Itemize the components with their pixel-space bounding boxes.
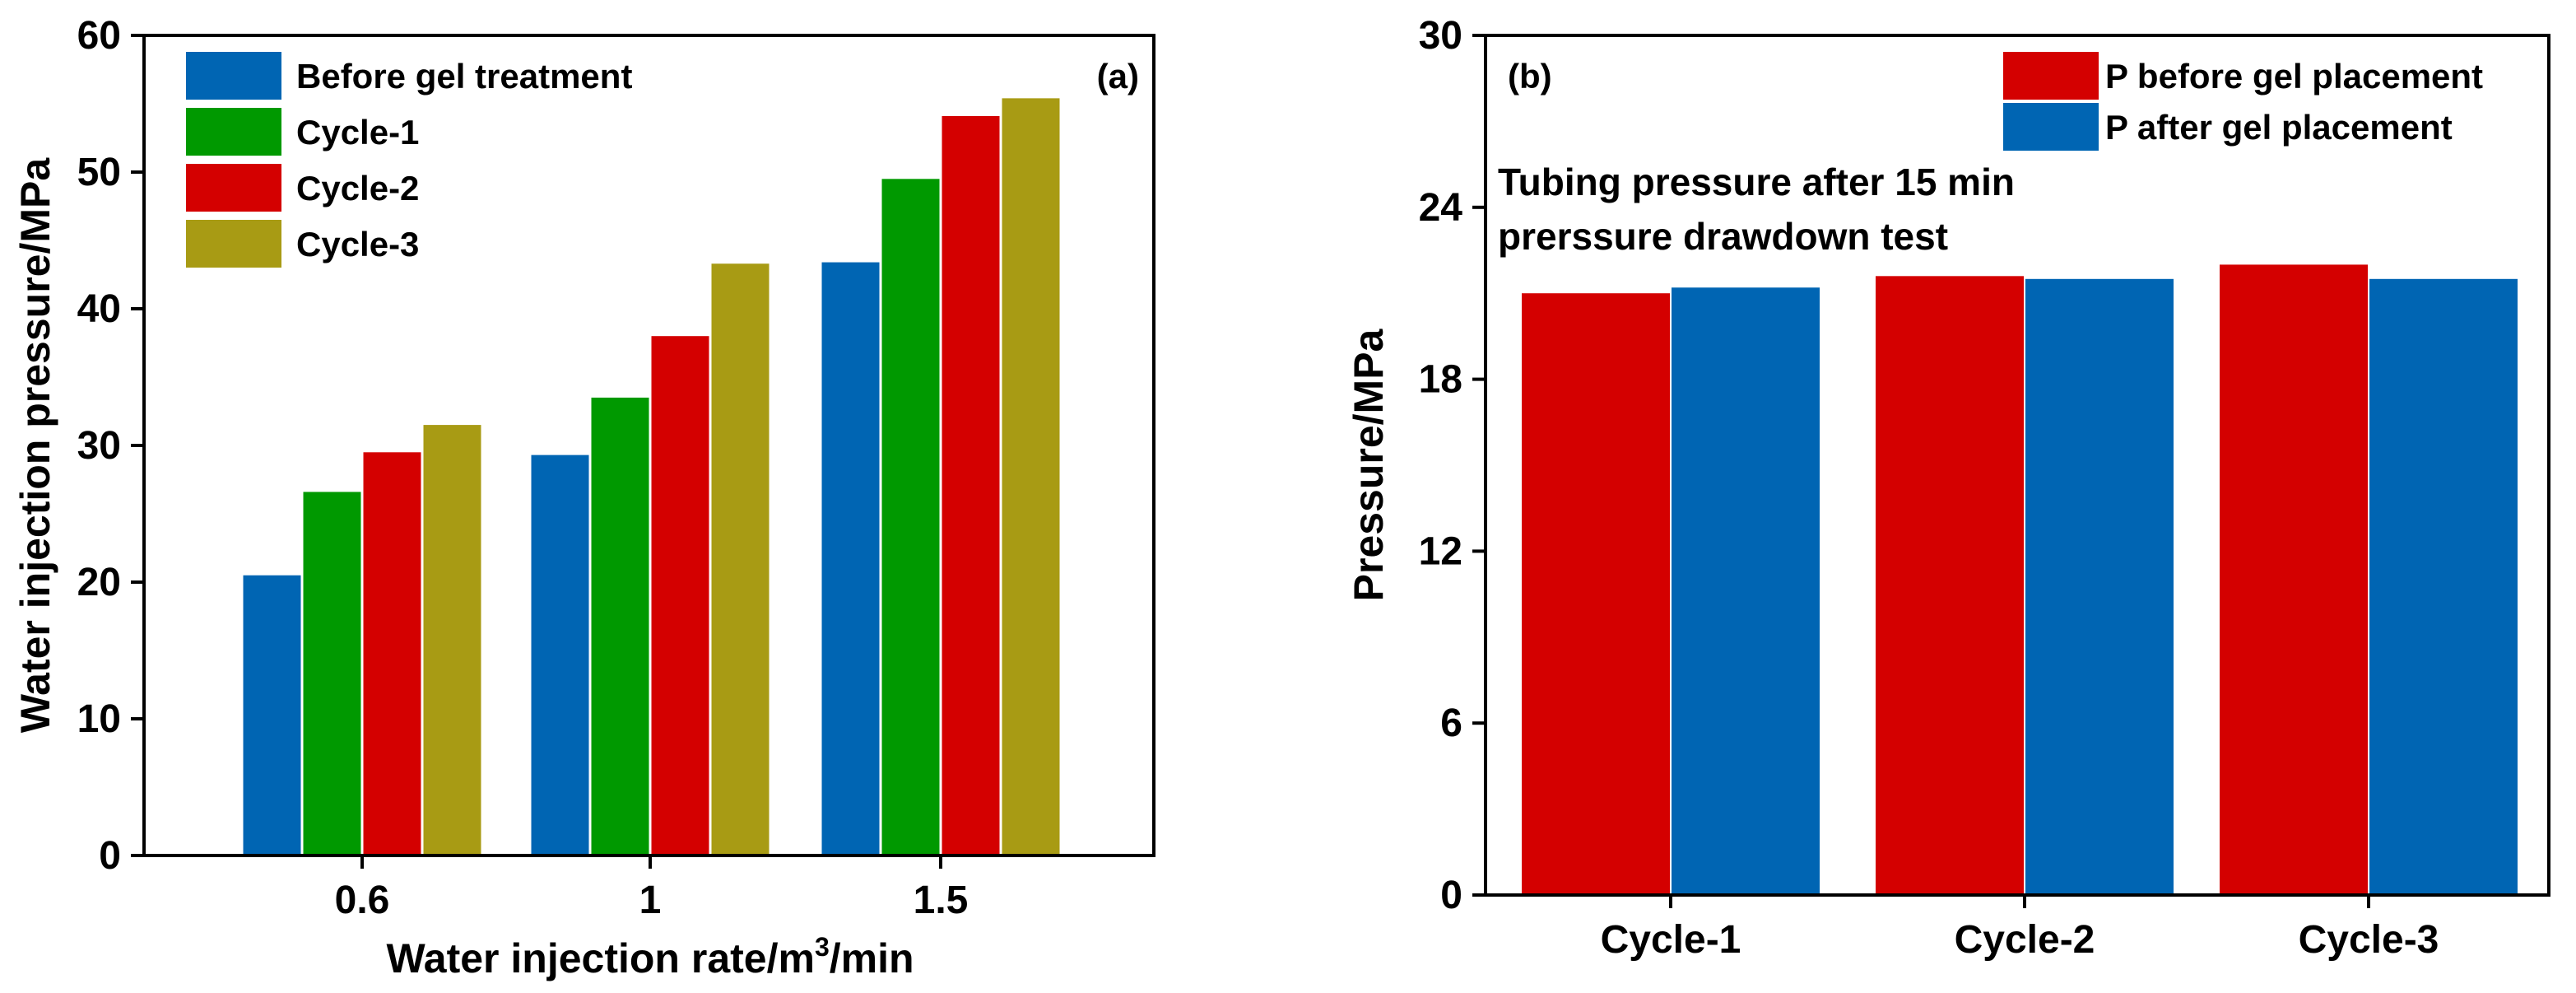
x-tick-label-b-1: Cycle-2	[1955, 918, 2095, 962]
bar-a-4-1	[423, 425, 481, 855]
y-tick-label-a-4: 40	[77, 287, 121, 331]
bar-a-1-1	[243, 575, 301, 855]
bar-a-3-3	[942, 115, 1000, 855]
bar-b-2-1	[1672, 287, 1820, 895]
y-tick-label-a-3: 30	[77, 424, 121, 468]
panel-b-annotation-line-1: Tubing pressure after 15 min	[1498, 161, 2015, 203]
bar-a-3-1	[363, 452, 421, 855]
legend-swatch-a-2	[186, 108, 281, 156]
x-tick-label-b-0: Cycle-1	[1601, 918, 1741, 962]
panel-b-annotation-line-2: prerssure drawdown test	[1498, 215, 1948, 258]
y-tick-label-b-1: 6	[1440, 702, 1462, 745]
y-tick-label-a-5: 50	[77, 151, 121, 194]
legend-label-a-3: Cycle-2	[296, 169, 419, 207]
bar-b-1-3	[2220, 264, 2368, 895]
bar-b-2-3	[2369, 278, 2518, 895]
panel-a-bars	[243, 98, 1060, 856]
panel-a-tag: (a)	[1097, 57, 1139, 96]
bar-a-1-3	[821, 262, 880, 855]
y-tick-label-a-6: 60	[77, 14, 121, 58]
panel-a-y-axis-label: Water injection pressure/MPa	[12, 157, 58, 734]
legend-swatch-a-3	[186, 164, 281, 212]
panel-a-x-axis: 0.6 1 1.5	[335, 855, 969, 922]
panel-a-legend: Before gel treatment Cycle-1 Cycle-2 Cycle-…	[186, 52, 632, 268]
y-tick-label-b-3: 18	[1419, 358, 1462, 402]
x-tick-label-a-1: 1	[639, 879, 662, 922]
legend-swatch-b-1	[2003, 52, 2099, 100]
panel-b-bars	[1522, 264, 2518, 895]
x-label-main: Water injection rate/m	[386, 935, 814, 981]
y-tick-label-a-0: 0	[99, 834, 121, 878]
y-tick-label-b-4: 24	[1419, 186, 1463, 230]
bar-b-2-2	[2025, 278, 2174, 895]
x-tick-label-b-2: Cycle-3	[2299, 918, 2439, 962]
legend-swatch-b-2	[2003, 103, 2099, 151]
bar-a-4-2	[711, 263, 770, 856]
bar-b-1-2	[1876, 276, 2024, 895]
legend-label-a-2: Cycle-1	[296, 113, 419, 152]
chart-panel-b: 0 6 12 18 24 30 Cycle-1 Cycle-2 Cycle-3 P befor…	[1346, 14, 2550, 962]
legend-swatch-a-4	[186, 220, 281, 268]
y-tick-label-b-5: 30	[1419, 14, 1462, 58]
y-tick-label-a-1: 10	[77, 697, 121, 741]
y-tick-label-a-2: 20	[77, 561, 121, 604]
bar-a-1-2	[531, 455, 589, 855]
panel-b-y-axis: 0 6 12 18 24 30	[1419, 14, 1486, 917]
bar-a-4-3	[1002, 98, 1060, 856]
legend-label-a-4: Cycle-3	[296, 225, 419, 263]
legend-label-b-2: P after gel placement	[2105, 108, 2453, 147]
y-tick-label-b-0: 0	[1440, 874, 1462, 917]
panel-a-x-axis-label: Water injection rate/m3/min	[386, 932, 914, 981]
legend-label-a-1: Before gel treatment	[296, 57, 632, 96]
x-tick-label-a-0: 0.6	[335, 879, 390, 922]
panel-b-tag: (b)	[1508, 57, 1552, 96]
panel-b-legend: P before gel placement P after gel placem…	[2003, 52, 2483, 151]
x-label-unit: /min	[830, 935, 914, 981]
bar-a-2-1	[303, 492, 361, 855]
bar-a-2-2	[591, 397, 649, 855]
x-tick-label-a-2: 1.5	[914, 879, 969, 922]
bar-b-1-1	[1522, 293, 1670, 895]
x-label-superscript: 3	[815, 932, 830, 962]
legend-label-b-1: P before gel placement	[2105, 57, 2483, 96]
bar-a-3-2	[651, 336, 709, 855]
y-tick-label-b-2: 12	[1419, 529, 1462, 573]
panel-a-y-axis: 0 10 20 30 40 50 60	[77, 14, 144, 878]
chart-panel-a: 0 10 20 30 40 50 60 0.6 1 1.5 Before gel treatme…	[12, 14, 1155, 981]
panel-b-y-axis-label: Pressure/MPa	[1346, 328, 1392, 601]
panel-b-plot-frame	[1484, 34, 2550, 897]
bar-a-2-3	[881, 179, 940, 856]
legend-swatch-a-1	[186, 52, 281, 100]
panel-b-x-axis: Cycle-1 Cycle-2 Cycle-3	[1601, 895, 2439, 962]
